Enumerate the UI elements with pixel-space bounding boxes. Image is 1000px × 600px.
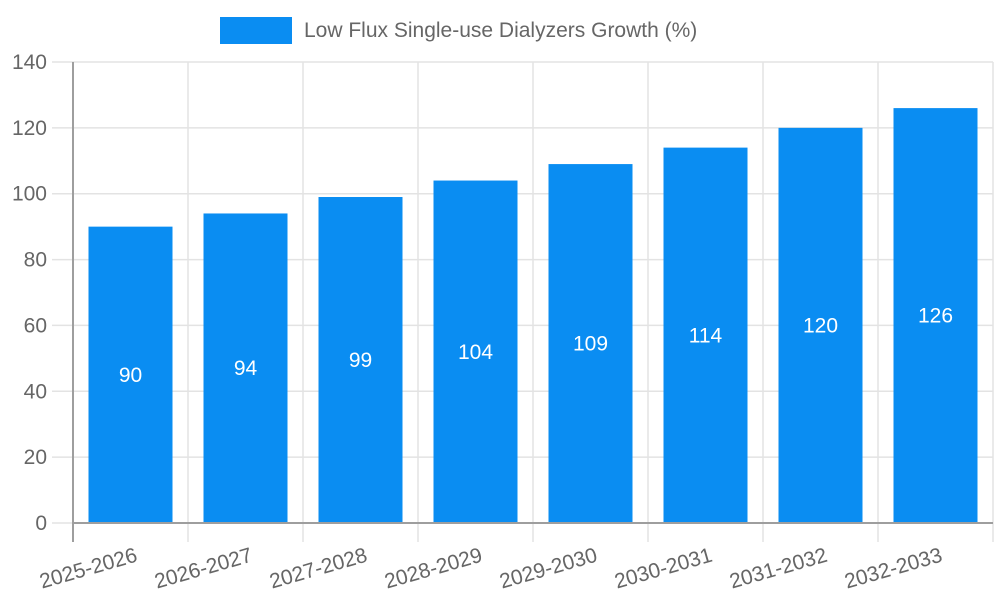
bar[interactable] bbox=[893, 108, 978, 523]
bar-value-label: 104 bbox=[458, 341, 493, 364]
bar-value-label: 90 bbox=[119, 364, 142, 387]
y-tick-label: 80 bbox=[24, 249, 47, 272]
y-tick-label: 140 bbox=[12, 51, 47, 74]
bar[interactable] bbox=[663, 147, 748, 523]
legend-swatch bbox=[220, 17, 292, 44]
bar-value-label: 94 bbox=[234, 357, 258, 380]
bar[interactable] bbox=[433, 180, 518, 524]
y-tick-label: 60 bbox=[24, 314, 47, 337]
y-tick-label: 120 bbox=[12, 117, 47, 140]
bar[interactable] bbox=[318, 197, 403, 523]
x-tick-label: 2029-2030 bbox=[497, 544, 600, 594]
legend-label: Low Flux Single-use Dialyzers Growth (%) bbox=[304, 18, 698, 42]
y-tick-label: 40 bbox=[24, 380, 47, 403]
x-tick-label: 2026-2027 bbox=[152, 544, 255, 594]
bar-value-label: 114 bbox=[689, 324, 723, 347]
bar[interactable] bbox=[778, 127, 863, 523]
x-tick-label: 2025-2026 bbox=[37, 544, 140, 594]
bar-value-label: 120 bbox=[803, 314, 838, 337]
bar-value-label: 109 bbox=[573, 333, 608, 356]
x-tick-label: 2028-2029 bbox=[382, 544, 485, 594]
x-tick-label: 2027-2028 bbox=[267, 544, 370, 594]
x-tick-label: 2031-2032 bbox=[727, 544, 830, 594]
y-tick-label: 100 bbox=[12, 183, 47, 206]
bar-value-label: 126 bbox=[918, 305, 953, 328]
x-tick-label: 2030-2031 bbox=[612, 544, 715, 594]
bar[interactable] bbox=[548, 164, 633, 524]
bar[interactable] bbox=[203, 213, 288, 523]
x-tick-label: 2032-2033 bbox=[842, 544, 945, 594]
y-tick-label: 0 bbox=[35, 512, 47, 535]
y-tick-label: 20 bbox=[24, 446, 47, 469]
chart-legend[interactable]: Low Flux Single-use Dialyzers Growth (%) bbox=[220, 17, 697, 44]
bar[interactable] bbox=[88, 226, 173, 523]
bar-value-label: 99 bbox=[349, 349, 372, 372]
